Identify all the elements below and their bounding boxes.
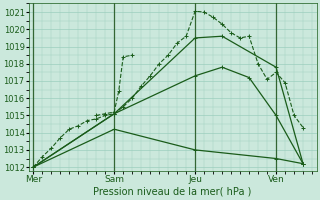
- X-axis label: Pression niveau de la mer( hPa ): Pression niveau de la mer( hPa ): [93, 187, 252, 197]
